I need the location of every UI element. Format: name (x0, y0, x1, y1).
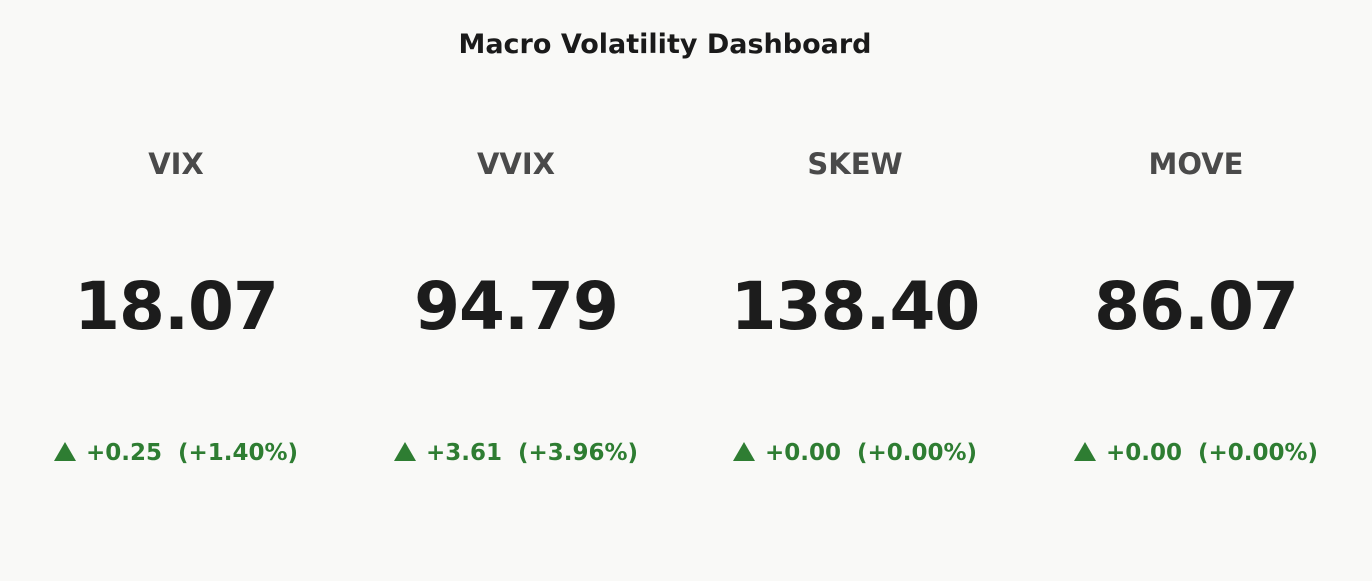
up-triangle-icon (53, 442, 76, 461)
indicator-label: SKEW (807, 147, 903, 181)
up-triangle-icon (1073, 442, 1096, 461)
indicator-label: VVIX (476, 147, 556, 181)
indicator-change: +3.61 (+3.96%) (346, 440, 686, 466)
up-triangle-icon (732, 442, 755, 461)
indicator-change: +0.00 (+0.00%) (685, 440, 1025, 466)
change-amount: +0.00 (1105, 440, 1182, 466)
indicator-change: +0.25 (+1.40%) (6, 440, 346, 466)
indicator-card-vix: VIX 18.07 +0.25 (+1.40%) (6, 0, 346, 581)
change-percent: (+3.96%) (517, 440, 639, 466)
indicator-label: MOVE (1148, 147, 1244, 181)
indicator-card-move: MOVE 86.07 +0.00 (+0.00%) (1026, 0, 1366, 581)
change-percent: (+1.40%) (177, 440, 299, 466)
indicator-value: 138.40 (730, 268, 981, 345)
indicator-card-skew: SKEW 138.40 +0.00 (+0.00%) (685, 0, 1025, 581)
change-percent: (+0.00%) (856, 440, 978, 466)
indicator-card-vvix: VVIX 94.79 +3.61 (+3.96%) (346, 0, 686, 581)
indicator-label: VIX (148, 147, 204, 181)
indicator-value: 94.79 (414, 268, 619, 345)
change-amount: +0.25 (85, 440, 162, 466)
change-percent: (+0.00%) (1197, 440, 1319, 466)
up-triangle-icon (393, 442, 416, 461)
change-amount: +3.61 (425, 440, 502, 466)
dashboard-title: Macro Volatility Dashboard (458, 29, 872, 60)
indicator-value: 86.07 (1094, 268, 1299, 345)
indicator-change: +0.00 (+0.00%) (1026, 440, 1366, 466)
indicator-value: 18.07 (74, 268, 279, 345)
change-amount: +0.00 (764, 440, 841, 466)
